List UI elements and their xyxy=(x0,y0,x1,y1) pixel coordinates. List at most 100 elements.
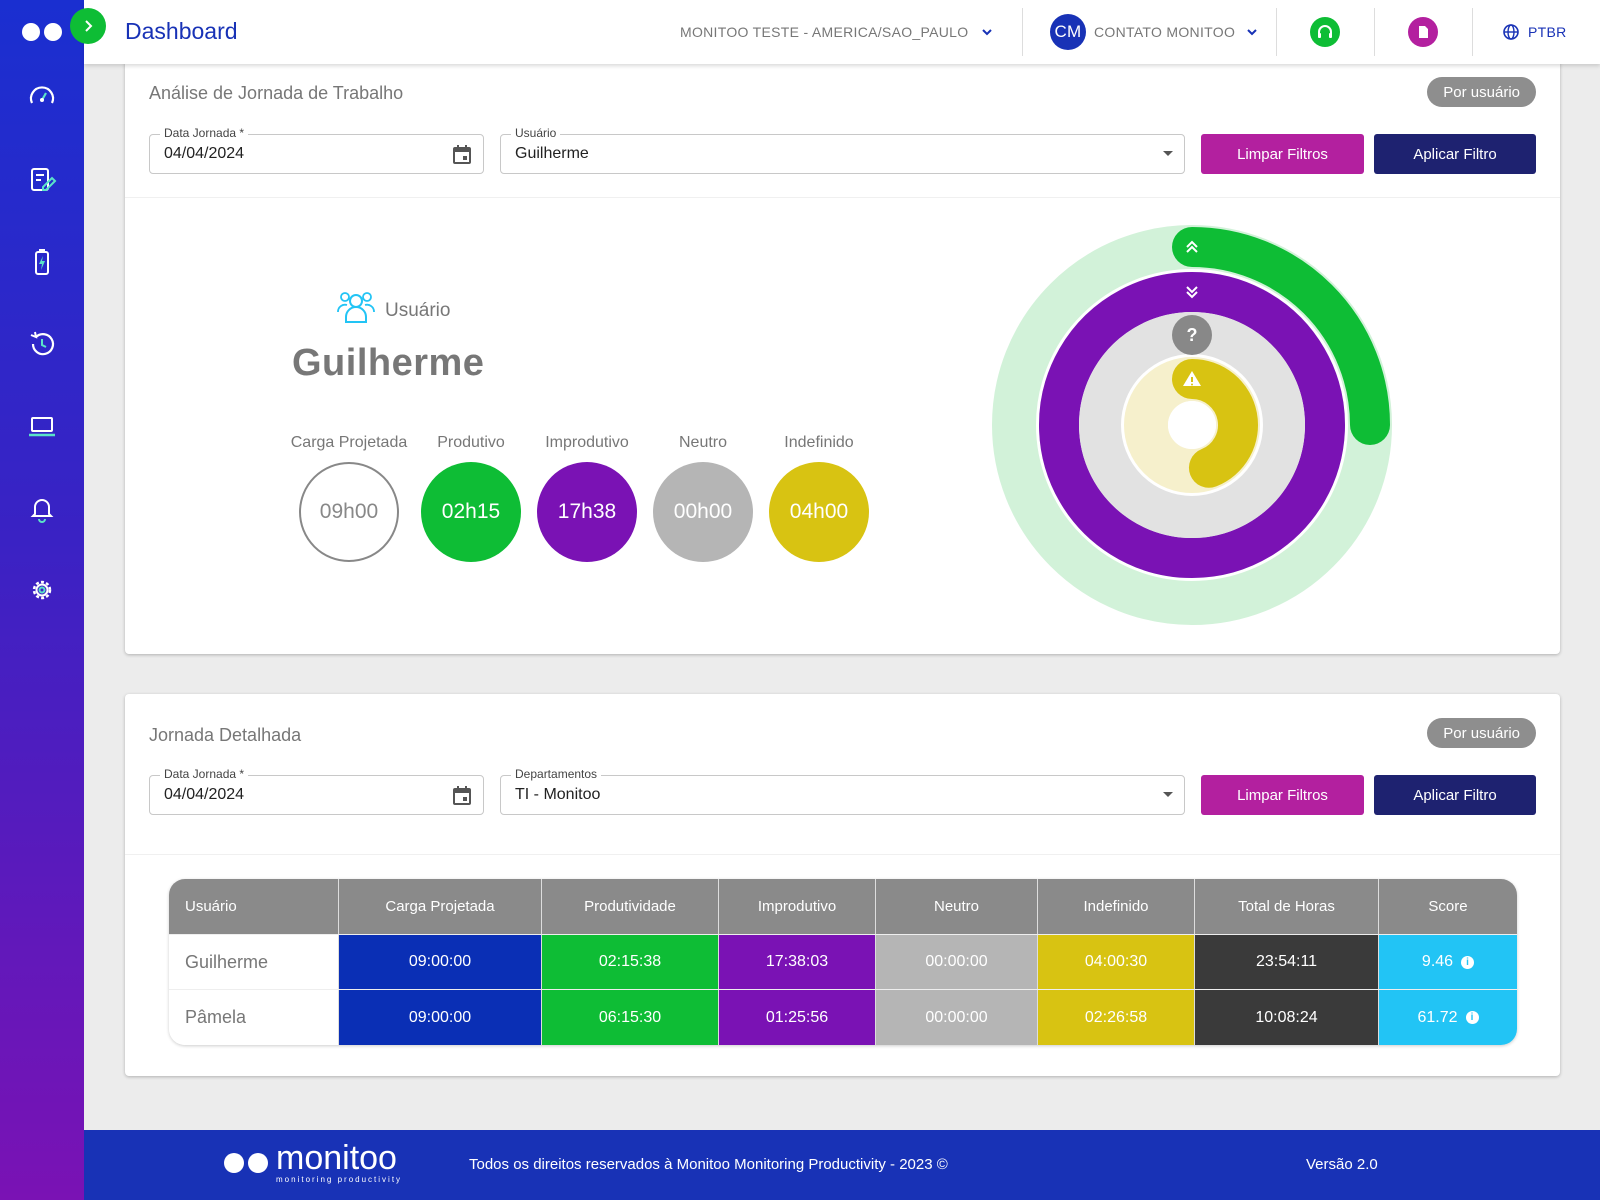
col-neutro: Neutro xyxy=(876,879,1038,934)
metric-neutro: Neutro 00h00 xyxy=(653,434,753,562)
top-bar: Dashboard MONITOO TESTE - AMERICA/SAO_PA… xyxy=(84,0,1600,64)
footer-version: Versão 2.0 xyxy=(1306,1156,1378,1173)
apply-filter-button[interactable]: Aplicar Filtro xyxy=(1374,775,1536,815)
report-edit-icon[interactable] xyxy=(22,160,62,200)
metric-label: Neutro xyxy=(678,434,728,451)
metric-value: 09h00 xyxy=(299,462,399,562)
apply-filter-button[interactable]: Aplicar Filtro xyxy=(1374,134,1536,174)
footer-tagline: monitoring productivity xyxy=(276,1175,403,1184)
col-carga: Carga Projetada xyxy=(339,879,542,934)
footer-logo: monitoo monitoring productivity xyxy=(224,1139,403,1184)
indefinido-ring xyxy=(1172,359,1258,488)
date-field-value: 04/04/2024 xyxy=(164,145,245,162)
table-header: Usuário Carga Projetada Produtividade Im… xyxy=(169,879,1517,935)
document-button[interactable] xyxy=(1408,0,1438,64)
headset-icon xyxy=(1310,17,1340,47)
history-clock-icon[interactable] xyxy=(22,324,62,364)
user-select-label: Usuário xyxy=(511,126,561,140)
page-title: Dashboard xyxy=(125,18,238,44)
cell-usuario: Pâmela xyxy=(169,990,339,1045)
activity-rings-chart: ? xyxy=(992,225,1392,625)
user-select[interactable]: Usuário Guilherme xyxy=(500,126,1185,174)
cell-indefinido: 04:00:30 xyxy=(1038,935,1195,989)
account-name: CONTATO MONITOO xyxy=(1094,24,1236,40)
gear-icon[interactable] xyxy=(22,570,62,610)
score-value: 9.46 xyxy=(1421,953,1454,970)
dropdown-arrow-icon xyxy=(1163,792,1173,797)
department-select-value: TI - Monitoo xyxy=(515,786,601,803)
col-improdutivo: Improdutivo xyxy=(719,879,876,934)
cell-carga: 09:00:00 xyxy=(339,935,542,989)
clear-filters-button[interactable]: Limpar Filtros xyxy=(1201,134,1364,174)
calendar-icon[interactable] xyxy=(451,784,473,806)
col-produtividade: Produtividade xyxy=(542,879,719,934)
document-icon xyxy=(1408,17,1438,47)
metric-value: 02h15 xyxy=(421,462,521,562)
cell-neutro: 00:00:00 xyxy=(876,935,1038,989)
laptop-icon[interactable] xyxy=(22,406,62,446)
detail-table: Usuário Carga Projetada Produtividade Im… xyxy=(169,879,1517,1045)
question-icon: ? xyxy=(1172,315,1212,355)
metric-indefinido: Indefinido 04h00 xyxy=(769,434,869,562)
detail-title: Jornada Detalhada xyxy=(149,725,302,745)
chevron-down-icon xyxy=(982,29,993,36)
date-field[interactable]: Data Jornada * 04/04/2024 xyxy=(149,126,484,174)
date-field-label: Data Jornada * xyxy=(160,767,249,781)
cell-score: 9.46 i xyxy=(1379,935,1517,989)
col-score: Score xyxy=(1428,898,1468,915)
col-total: Total de Horas xyxy=(1195,879,1379,934)
metric-value: 04h00 xyxy=(769,462,869,562)
score-value: 61.72 xyxy=(1417,1008,1458,1026)
analysis-card: Análise de Jornada de Trabalho Por usuár… xyxy=(125,60,1560,654)
footer-brand: monitoo xyxy=(276,1139,397,1177)
language-label: PTBR xyxy=(1528,24,1567,40)
language-selector[interactable]: PTBR xyxy=(1502,0,1567,64)
date-field-label: Data Jornada * xyxy=(160,126,249,140)
chevron-down-icon xyxy=(1247,29,1257,36)
metric-value: 17h38 xyxy=(537,462,637,562)
expand-sidebar-button[interactable] xyxy=(70,8,106,44)
info-icon[interactable]: i xyxy=(1465,1011,1479,1024)
improdutivo-ring-marker-icon xyxy=(1186,286,1198,299)
calendar-icon[interactable] xyxy=(451,143,473,165)
date-field[interactable]: Data Jornada * 04/04/2024 xyxy=(149,767,484,815)
clear-filters-button[interactable]: Limpar Filtros xyxy=(1201,775,1364,815)
metric-label: Improdutivo xyxy=(545,434,629,451)
detail-card: Jornada Detalhada Por usuário Data Jorna… xyxy=(125,694,1560,1076)
bell-icon[interactable] xyxy=(22,488,62,528)
col-indefinido: Indefinido xyxy=(1038,879,1195,934)
speedometer-icon[interactable] xyxy=(22,78,62,118)
avatar: CM xyxy=(1050,14,1086,50)
users-icon xyxy=(337,288,375,332)
metric-label: Produtivo xyxy=(437,434,505,451)
account-menu[interactable]: CM CONTATO MONITOO xyxy=(1050,0,1259,64)
cell-improdutivo: 17:38:03 xyxy=(719,935,876,989)
produtivo-ring xyxy=(1172,227,1390,445)
footer: monitoo monitoring productivity Todos os… xyxy=(84,1130,1600,1200)
metric-produtivo: Produtivo 02h15 xyxy=(421,434,521,562)
svg-text:?: ? xyxy=(1187,325,1198,345)
metric-carga: Carga Projetada 09h00 xyxy=(291,434,407,562)
department-select[interactable]: Departamentos TI - Monitoo xyxy=(500,767,1185,815)
cell-improdutivo: 01:25:56 xyxy=(719,990,876,1045)
per-user-pill[interactable]: Por usuário xyxy=(1427,718,1536,748)
cell-produtividade: 06:15:30 xyxy=(542,990,719,1045)
chevron-right-icon xyxy=(85,20,93,32)
company-selector[interactable]: MONITOO TESTE - AMERICA/SAO_PAULO xyxy=(680,0,994,64)
per-user-pill[interactable]: Por usuário xyxy=(1427,77,1536,107)
warning-icon xyxy=(1183,371,1201,386)
sidebar xyxy=(0,0,84,1200)
globe-icon xyxy=(1503,24,1519,40)
produtivo-ring-marker-icon xyxy=(1186,240,1198,253)
table-row[interactable]: Guilherme 09:00:00 02:15:38 17:38:03 00:… xyxy=(169,935,1517,990)
metric-label: Carga Projetada xyxy=(290,434,408,451)
table-row[interactable]: Pâmela 09:00:00 06:15:30 01:25:56 00:00:… xyxy=(169,990,1517,1045)
rings-center xyxy=(1168,401,1216,449)
support-button[interactable] xyxy=(1310,0,1340,64)
battery-charging-icon[interactable] xyxy=(22,242,62,282)
col-usuario: Usuário xyxy=(169,879,339,934)
company-name: MONITOO TESTE - AMERICA/SAO_PAULO xyxy=(680,24,969,40)
dropdown-arrow-icon xyxy=(1163,151,1173,156)
cell-usuario: Guilherme xyxy=(169,935,339,989)
info-icon[interactable]: i xyxy=(1461,955,1475,969)
